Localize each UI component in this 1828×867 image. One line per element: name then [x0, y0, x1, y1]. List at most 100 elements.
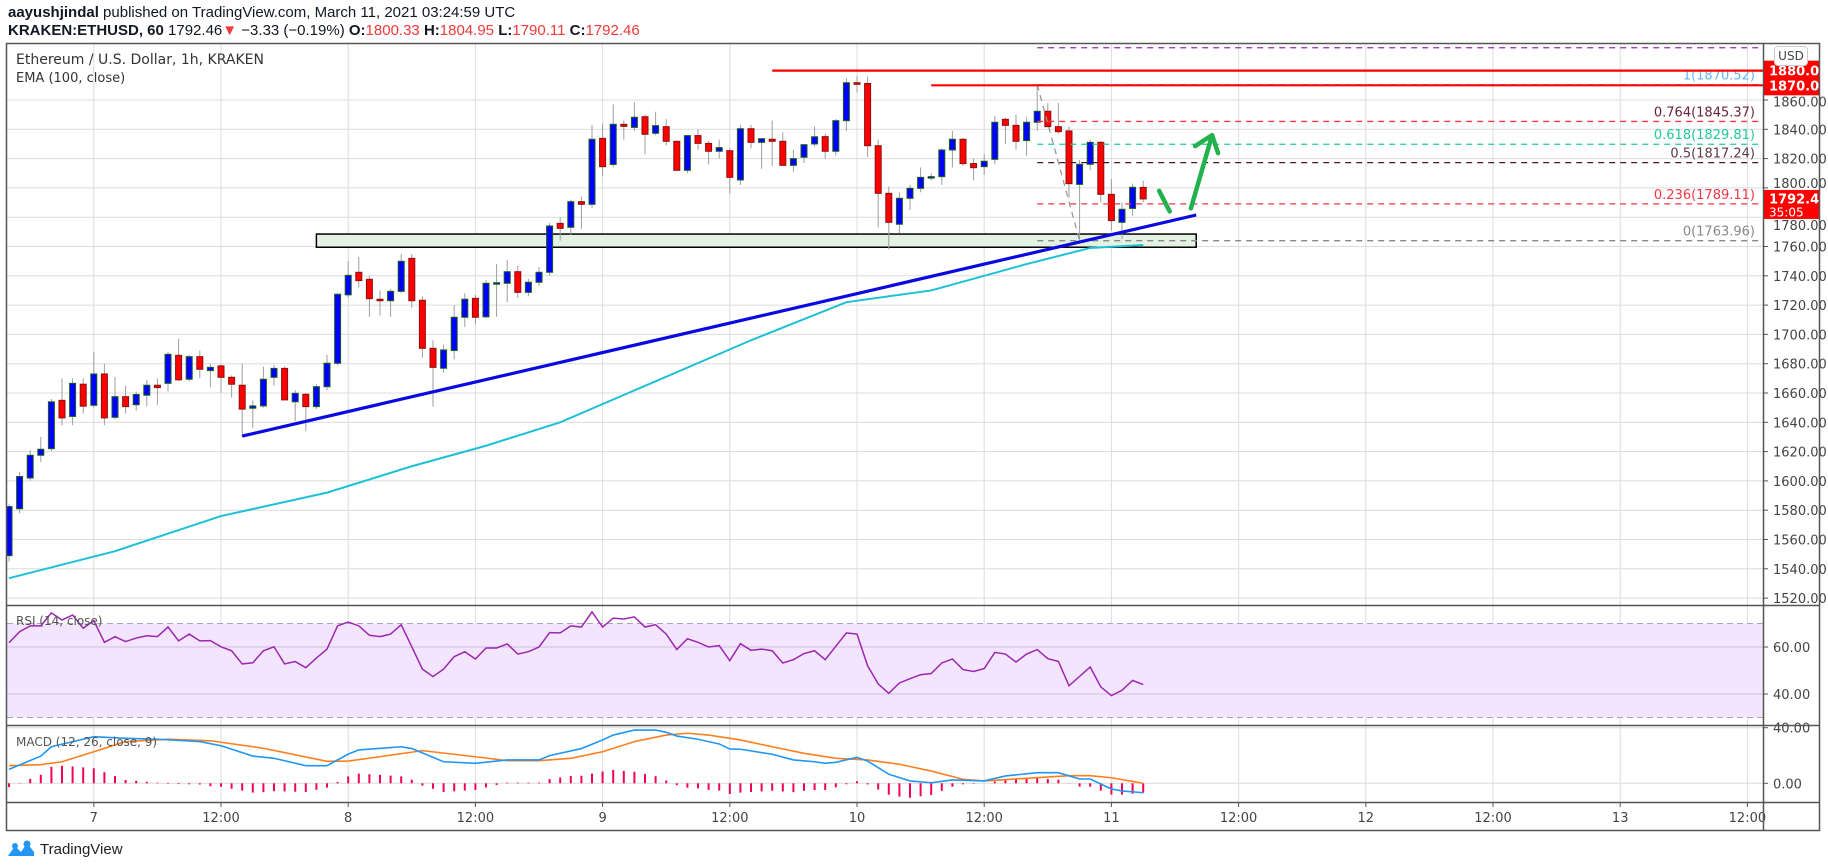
candle: [503, 259, 511, 303]
candle-body: [1044, 110, 1052, 128]
candle: [281, 366, 289, 401]
time-tick-label: 8: [344, 811, 352, 826]
candle-body: [461, 298, 469, 318]
time-tick-label: 12:00: [965, 811, 1002, 826]
candle-body: [683, 135, 691, 171]
candle: [355, 256, 363, 288]
candle-body: [397, 260, 405, 292]
close-label: C:: [569, 22, 586, 39]
candle: [800, 143, 808, 163]
price-tick-label: 1680.00: [1773, 358, 1827, 373]
ema-legend[interactable]: EMA (100, close): [16, 71, 126, 86]
rsi-legend[interactable]: RSI (14, close): [16, 614, 103, 628]
candle-body: [302, 393, 310, 408]
candle-body: [864, 82, 872, 147]
candle-body: [429, 347, 437, 368]
symbol: KRAKEN:ETHUSD, 60: [8, 22, 164, 39]
candle: [673, 140, 681, 171]
candle: [323, 354, 331, 391]
candle: [620, 120, 628, 140]
candle-body: [546, 225, 554, 273]
time-tick-label: 11: [1103, 811, 1120, 826]
candle: [1012, 114, 1020, 150]
candle-body: [811, 136, 819, 145]
candle-body: [503, 271, 511, 284]
macd-legend[interactable]: MACD (12, 26, close, 9): [16, 735, 158, 749]
candle-body: [853, 82, 861, 85]
fib-level-label: 1.236(1895.67): [1654, 32, 1755, 47]
candle: [917, 167, 925, 193]
arrow-up-icon: [1192, 132, 1221, 156]
candle-body: [493, 282, 501, 285]
fib-trend-line: [1036, 84, 1081, 241]
candle-body: [1076, 163, 1084, 185]
candle: [842, 78, 850, 131]
candle-body: [715, 147, 723, 152]
time-tick-label: 12:00: [1729, 811, 1766, 826]
price-tick-label: 1660.00: [1773, 387, 1827, 402]
candle: [461, 293, 469, 328]
publish-info: aayushjindal published on TradingView.co…: [8, 4, 515, 21]
candle: [970, 158, 978, 181]
candle-body: [90, 373, 98, 406]
rsi-tick-label: 40.00: [1773, 688, 1810, 703]
currency-button[interactable]: USD: [1774, 46, 1808, 66]
candle: [546, 223, 554, 276]
price-panel: 1.236(1895.67) 1(1870.52) 0.764(1845.37) 0.…: [7, 32, 1763, 580]
candle: [895, 192, 903, 234]
candle: [641, 114, 649, 155]
price-tag-label: 1870.02: [1769, 79, 1828, 94]
candle: [1065, 126, 1073, 199]
candle: [864, 76, 872, 158]
candle: [387, 288, 395, 317]
candle: [747, 124, 755, 149]
candle-body: [1097, 141, 1105, 195]
candle-body: [821, 136, 829, 152]
candle: [259, 366, 267, 408]
candle-body: [143, 384, 151, 396]
candle-body: [1118, 208, 1126, 223]
candle: [652, 111, 660, 136]
candle: [736, 124, 744, 185]
candle-body: [641, 116, 649, 135]
candle-body: [238, 384, 246, 410]
candle: [1097, 141, 1105, 203]
candle-body: [418, 299, 426, 349]
candle: [408, 253, 416, 309]
candle: [206, 363, 214, 388]
triangle-down-icon: ▼: [222, 22, 238, 39]
candle: [16, 472, 24, 514]
macd-line: [8, 729, 1144, 794]
author-name[interactable]: aayushjindal: [8, 4, 99, 21]
candle-body: [705, 142, 713, 152]
candle-body: [1139, 186, 1147, 200]
candle-body: [37, 448, 45, 456]
candle-body: [408, 257, 416, 302]
tradingview-logo[interactable]: TradingView: [6, 840, 123, 858]
candle: [705, 141, 713, 165]
candle-body: [1065, 130, 1073, 185]
candle: [694, 129, 702, 150]
time-tick-label: 12:00: [711, 811, 748, 826]
candle: [758, 138, 766, 169]
candle: [938, 148, 946, 185]
candle-body: [47, 401, 55, 450]
candle: [1001, 117, 1009, 144]
axes: 1520.00 1540.00 1560.00 1580.00 1600.00 1620.…: [90, 60, 1828, 826]
candle: [302, 393, 310, 432]
candle-body: [991, 121, 999, 160]
candle: [1076, 160, 1084, 241]
candle: [1044, 102, 1052, 128]
candle-body: [874, 145, 882, 194]
candle-body: [694, 135, 702, 144]
candle: [885, 186, 893, 250]
fib-level-label: 0.618(1829.81): [1654, 128, 1755, 143]
candle: [948, 130, 956, 168]
open-value: 1800.33: [365, 22, 420, 39]
candle-body: [482, 282, 490, 318]
candle: [471, 294, 479, 325]
candle: [1139, 180, 1147, 203]
candle-body: [69, 382, 77, 417]
price-tag-bg: [1763, 189, 1820, 219]
